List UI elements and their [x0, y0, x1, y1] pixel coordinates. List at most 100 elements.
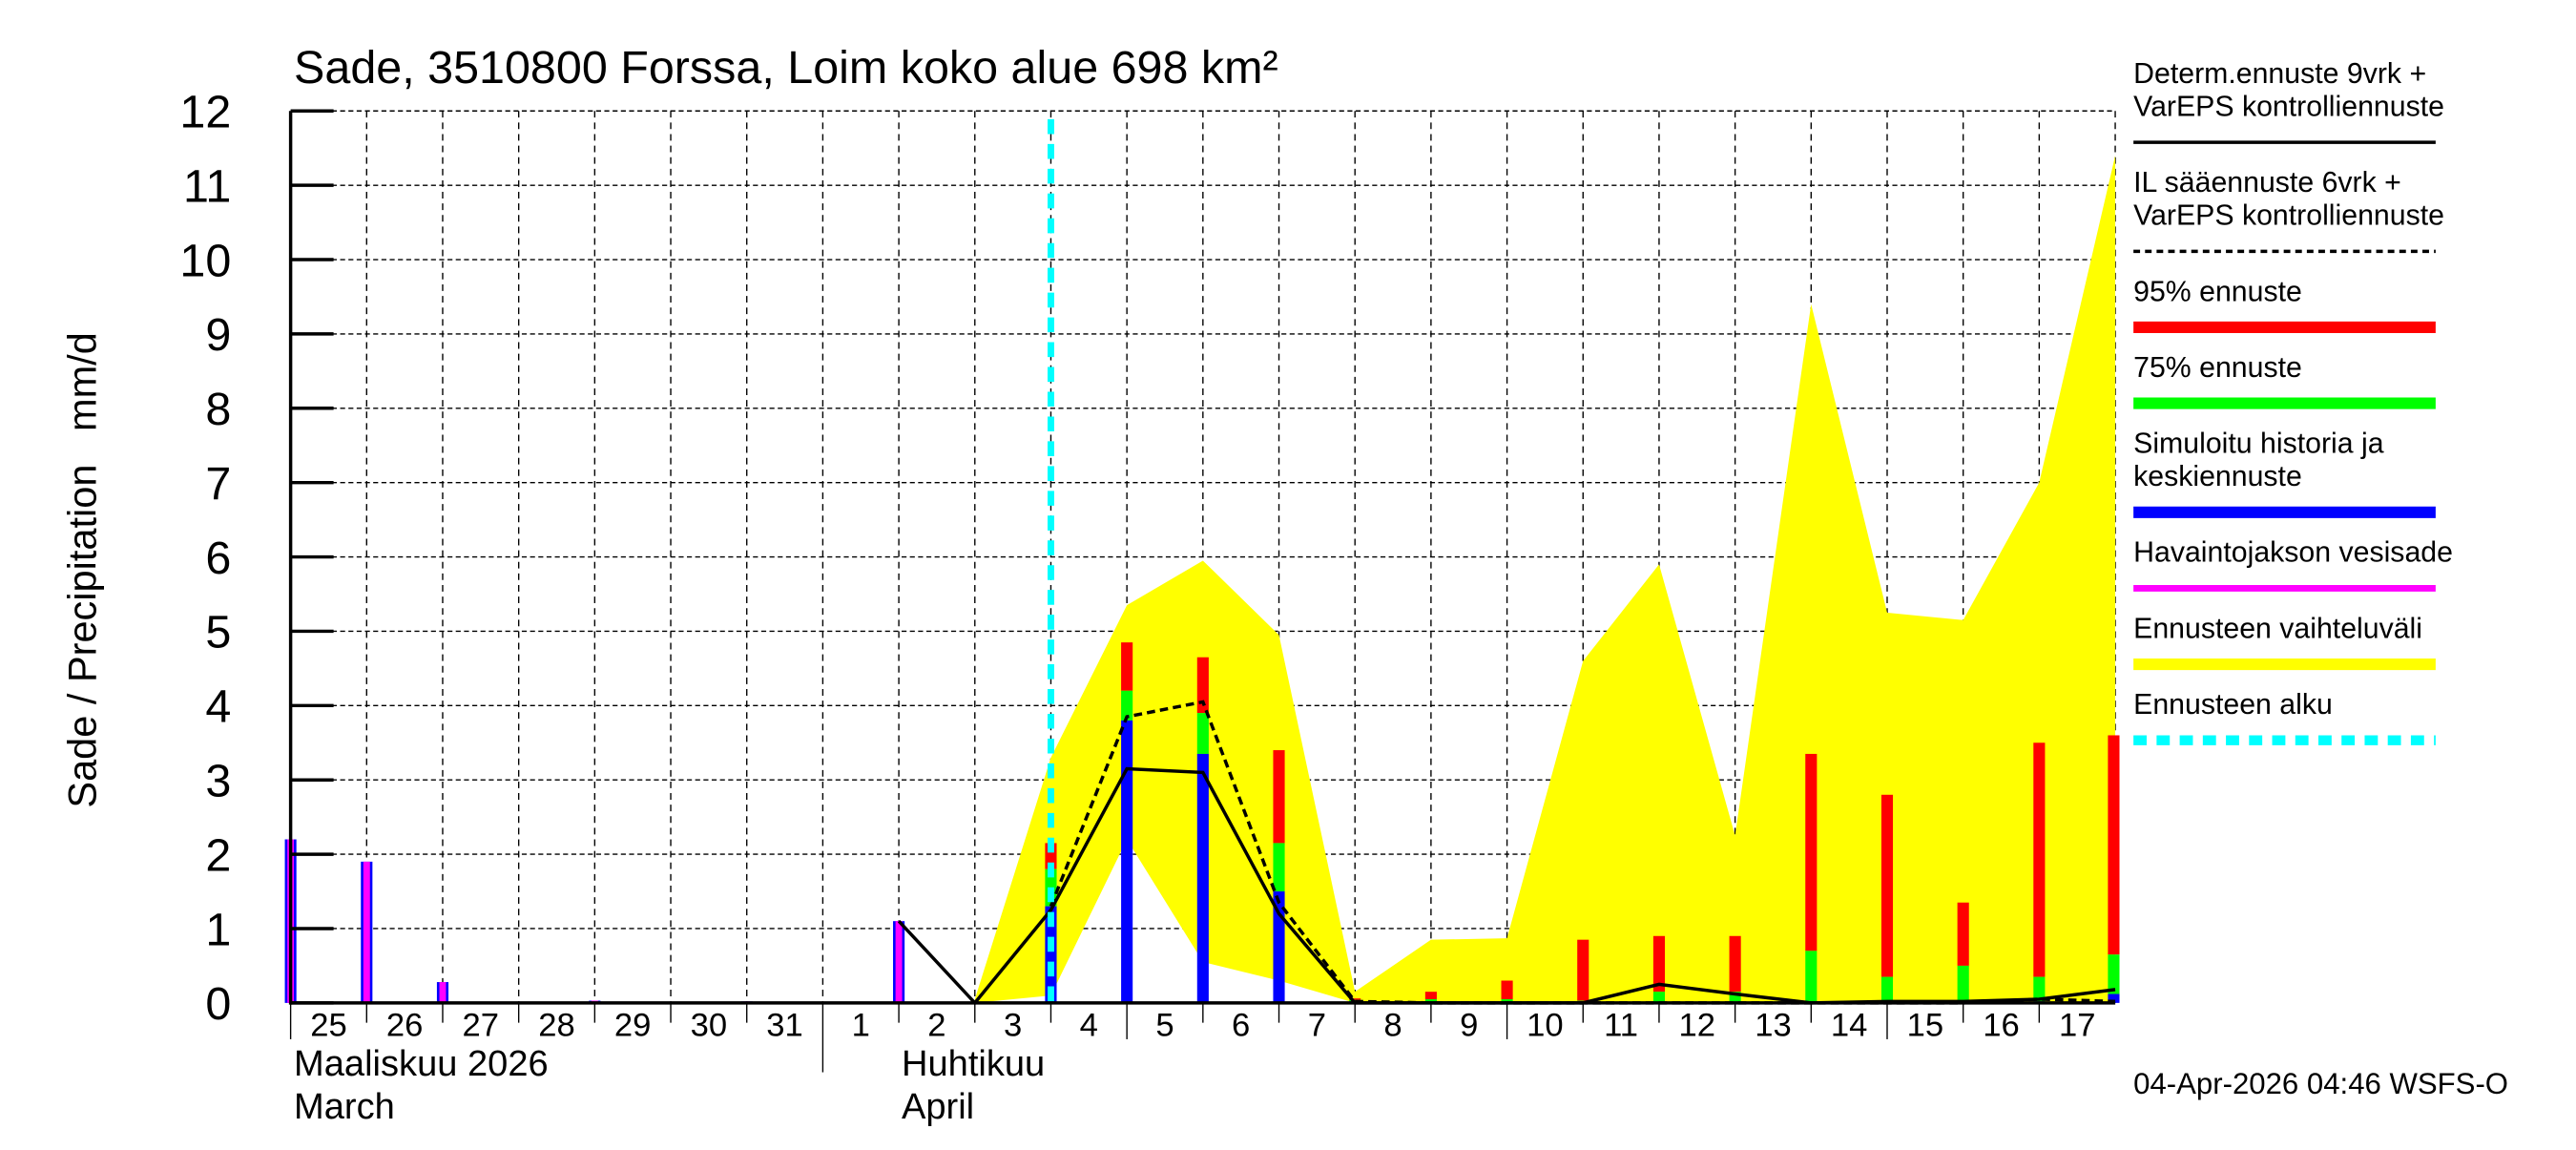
p95-bar-segment: [1729, 935, 1741, 993]
x-tick-label: 5: [1155, 1007, 1174, 1043]
legend-label: IL sääennuste 6vrk +: [2133, 167, 2401, 199]
p75-bar-segment: [1121, 690, 1133, 721]
p95-bar-segment: [1652, 935, 1665, 993]
month-label-march-fi: Maaliskuu 2026: [294, 1044, 549, 1084]
legend-item: 95% ennuste: [2133, 276, 2436, 334]
observed-bar: [895, 921, 903, 1003]
x-tick-label: 7: [1308, 1007, 1326, 1043]
p95-bar-segment: [1424, 992, 1437, 999]
y-tick-label: 3: [205, 756, 231, 807]
legend-item: IL sääennuste 6vrk +VarEPS kontrolliennu…: [2133, 167, 2444, 254]
legend-label: Ennusteen vaihteluväli: [2133, 613, 2422, 644]
p95-bar-segment: [2108, 735, 2120, 955]
p75-bar-segment: [1424, 998, 1437, 1003]
y-tick-label: 4: [205, 681, 231, 733]
x-tick-label: 6: [1232, 1007, 1250, 1043]
x-tick-label: 13: [1755, 1007, 1791, 1043]
x-tick-label: 12: [1679, 1007, 1716, 1043]
legend-item: 75% ennuste: [2133, 352, 2436, 409]
median-bar-segment: [1121, 720, 1133, 1003]
legend-item: Ennusteen alku: [2133, 689, 2436, 745]
y-tick-label: 0: [205, 978, 231, 1030]
p75-bar-segment: [1880, 976, 1894, 1002]
y-tick-label: 2: [205, 829, 231, 881]
chart-title: Sade, 3510800 Forssa, Loim koko alue 698…: [294, 42, 1278, 94]
p75-bar-segment: [2033, 976, 2046, 1002]
legend-label: Determ.ennuste 9vrk +: [2133, 58, 2426, 90]
legend-label: VarEPS kontrolliennuste: [2133, 91, 2444, 122]
x-tick-label: 4: [1080, 1007, 1098, 1043]
x-tick-label: 27: [463, 1007, 499, 1043]
x-tick-label: 29: [614, 1007, 652, 1043]
legend-label: Ennusteen alku: [2133, 689, 2333, 721]
p75-bar-segment: [1957, 965, 1969, 1002]
p75-bar-segment: [1501, 998, 1513, 1003]
y-axis-label: Sade / Precipitation mm/d: [59, 332, 104, 807]
x-tick-label: 1: [852, 1007, 870, 1043]
y-tick-label: 9: [205, 309, 231, 361]
legend-label: keskiennuste: [2133, 461, 2302, 492]
p75-bar-segment: [1805, 951, 1818, 1003]
x-tick-label: 28: [538, 1007, 575, 1043]
x-tick-label: 2: [927, 1007, 945, 1043]
legend-item: Havaintojakson vesisade: [2133, 537, 2453, 592]
observed-bar: [439, 982, 447, 1003]
timestamp: 04-Apr-2026 04:46 WSFS-O: [2133, 1067, 2508, 1100]
axes: [288, 109, 2116, 1073]
x-tick-label: 14: [1831, 1007, 1867, 1043]
p75-bar-segment: [1652, 992, 1665, 1003]
p95-bar-segment: [1880, 794, 1894, 977]
month-label-april-en: April: [902, 1087, 974, 1127]
month-label-april-fi: Huhtikuu: [902, 1044, 1045, 1084]
p95-bar-segment: [1349, 998, 1361, 1000]
x-tick-label: 16: [1983, 1007, 2020, 1043]
range-area: [974, 155, 2116, 1003]
legend-label: VarEPS kontrolliennuste: [2133, 200, 2444, 232]
x-tick-label: 9: [1460, 1007, 1478, 1043]
median-bar-segment: [1196, 753, 1209, 1003]
legend-label: 75% ennuste: [2133, 352, 2302, 384]
y-tick-label: 1: [205, 904, 231, 955]
legend-label: Havaintojakson vesisade: [2133, 537, 2453, 569]
legend-item: Determ.ennuste 9vrk +VarEPS kontrollienn…: [2133, 58, 2444, 144]
p95-bar-segment: [1577, 939, 1589, 1001]
x-tick-label: 15: [1907, 1007, 1944, 1043]
legend: Determ.ennuste 9vrk +VarEPS kontrollienn…: [2133, 58, 2453, 745]
forecast-range-band: [974, 155, 2116, 1003]
x-tick-labels: 25 26 27 28 29 30 31 1 2 3 4 5 6 7 8 9 10 11 12 13 14 15 16 17: [310, 1007, 2095, 1043]
median-bar-segment: [2108, 993, 2120, 1003]
x-tick-label: 30: [691, 1007, 728, 1043]
y-tick-label: 11: [183, 160, 231, 212]
x-tick-label: 8: [1383, 1007, 1402, 1043]
month-label-march-en: March: [294, 1087, 395, 1127]
x-tick-label: 11: [1604, 1007, 1638, 1043]
x-tick-label: 17: [2059, 1007, 2095, 1043]
bar-series: [284, 642, 2120, 1003]
p95-bar-segment: [1805, 753, 1818, 951]
x-tick-label: 10: [1527, 1007, 1564, 1043]
x-tick-label: 31: [766, 1007, 803, 1043]
p95-bar-segment: [1121, 642, 1133, 691]
y-tick-label: 12: [179, 87, 231, 138]
y-tick-label: 7: [205, 458, 231, 510]
p95-bar-segment: [1196, 657, 1209, 714]
x-tick-label: 25: [310, 1007, 347, 1043]
p95-bar-segment: [1273, 750, 1285, 844]
legend-label: Simuloitu historia ja: [2133, 429, 2384, 460]
median-bar-segment: [1045, 906, 1057, 1003]
observed-bar: [363, 861, 370, 1003]
p75-bar-segment: [1273, 843, 1285, 892]
legend-item: Ennusteen vaihteluväli: [2133, 613, 2436, 671]
x-tick-label: 3: [1004, 1007, 1022, 1043]
p95-bar-segment: [2033, 742, 2046, 977]
p75-bar-segment: [2108, 954, 2120, 994]
p95-bar-segment: [1501, 980, 1513, 999]
x-tick-label: 26: [386, 1007, 423, 1043]
y-tick-label: 5: [205, 607, 231, 659]
p75-bar-segment: [1196, 713, 1209, 754]
y-tick-label: 10: [179, 235, 231, 286]
y-tick-label: 6: [205, 533, 231, 584]
